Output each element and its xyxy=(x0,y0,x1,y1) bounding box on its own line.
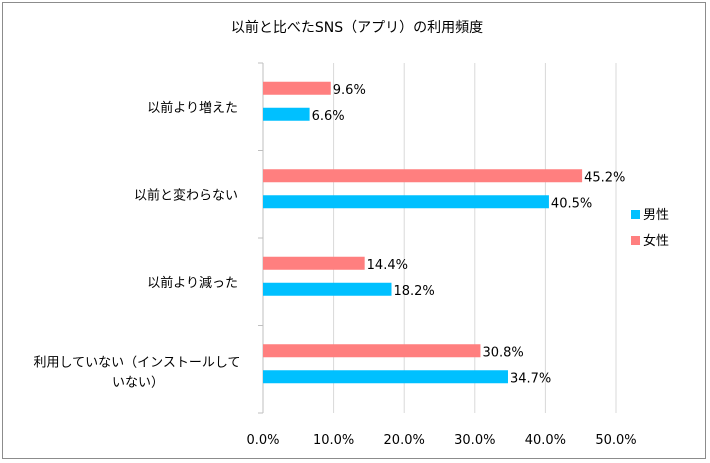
bar xyxy=(263,81,331,95)
category-label: 以前より増えた xyxy=(147,100,238,116)
bar xyxy=(263,282,392,296)
bar xyxy=(263,370,508,384)
bar xyxy=(263,195,549,209)
gridlines xyxy=(333,63,617,413)
x-tick-label: 0.0% xyxy=(246,433,279,448)
legend-label: 女性 xyxy=(643,233,669,249)
bar xyxy=(263,107,310,121)
bar xyxy=(263,169,583,183)
category-label: 以前より減った xyxy=(147,275,238,291)
x-tick-label: 20.0% xyxy=(384,433,425,448)
legend-label: 男性 xyxy=(643,208,669,223)
bar xyxy=(263,256,365,270)
chart-title: 以前と比べたSNS（アプリ）の利用頻度 xyxy=(231,19,483,36)
x-tick-label: 40.0% xyxy=(525,433,566,448)
data-label: 45.2% xyxy=(584,170,625,185)
data-label: 18.2% xyxy=(393,284,434,299)
data-label: 30.8% xyxy=(482,345,523,360)
legend-swatch xyxy=(631,210,640,219)
bar-chart: 以前と比べたSNS（アプリ）の利用頻度 9.6% 6.6% 45.2% 40.5% 14… xyxy=(34,19,670,448)
x-tick-label: 50.0% xyxy=(595,433,636,448)
x-tick-label: 10.0% xyxy=(313,433,354,448)
legend-swatch xyxy=(631,236,640,245)
category-labels: 以前より増えた以前と変わらない以前より減った利用していない（インストールしていな… xyxy=(34,100,241,391)
bars: 9.6% 6.6% 45.2% 40.5% 14.4% 18.2% 30.8% 34.7% xyxy=(263,81,625,386)
chart-frame: 以前と比べたSNS（アプリ）の利用頻度 9.6% 6.6% 45.2% 40.5% 14… xyxy=(2,2,706,459)
data-label: 9.6% xyxy=(333,83,366,98)
category-label: 以前と変わらない xyxy=(134,187,238,203)
bar xyxy=(263,344,481,358)
data-label: 6.6% xyxy=(312,109,345,124)
category-label: 利用していない（インストールしていない） xyxy=(34,355,241,390)
category-axis xyxy=(258,62,264,414)
x-tick-labels: 0.0% 10.0% 20.0% 30.0% 40.0% 50.0% xyxy=(246,433,636,448)
data-label: 40.5% xyxy=(551,196,592,211)
x-tick-label: 30.0% xyxy=(454,433,495,448)
data-label: 34.7% xyxy=(510,371,551,386)
data-label: 14.4% xyxy=(367,258,408,273)
